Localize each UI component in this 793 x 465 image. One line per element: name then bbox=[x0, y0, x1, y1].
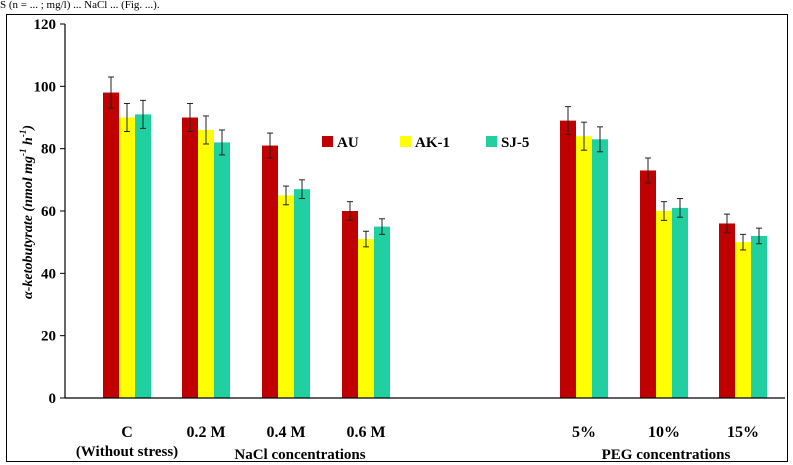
bar-sj-5-1 bbox=[214, 142, 230, 398]
bar-au-6 bbox=[719, 223, 735, 398]
legend-swatch-sj-5 bbox=[486, 136, 497, 147]
y-axis-label: α-ketobutyrate (nmol mg-1 h-1) bbox=[18, 125, 36, 299]
bar-sj-5-4 bbox=[592, 139, 608, 399]
x-tick-label: C bbox=[121, 424, 133, 441]
bar-au-1 bbox=[182, 117, 198, 398]
y-axis-title-sup: -1 bbox=[18, 148, 28, 156]
bar-ak-1-5 bbox=[656, 211, 672, 398]
bar-au-5 bbox=[640, 170, 656, 398]
y-tick-label: 0 bbox=[49, 391, 57, 407]
chart-frame bbox=[6, 14, 788, 462]
bar-sj-5-3 bbox=[374, 226, 390, 398]
caption-fragment: S (n = ... ; mg/l) ... NaCl ... (Fig. ..… bbox=[0, 0, 160, 11]
y-axis-title-part: α-ketobutyrate (nmol mg bbox=[21, 156, 36, 299]
bar-sj-5-5 bbox=[672, 207, 688, 398]
bar-sj-5-0 bbox=[135, 114, 151, 398]
x-tick-label: 5% bbox=[572, 424, 596, 441]
y-tick-label: 120 bbox=[34, 17, 57, 33]
bar-ak-1-6 bbox=[735, 242, 751, 398]
bar-au-4 bbox=[560, 120, 576, 398]
group-label-nacl: NaCl concentrations bbox=[234, 447, 365, 463]
group-label-peg: PEG concentrations bbox=[602, 447, 731, 463]
bar-sj-5-6 bbox=[751, 235, 767, 398]
bar-sj-5-2 bbox=[294, 189, 310, 398]
legend-swatch-au bbox=[322, 136, 333, 147]
bar-ak-1-0 bbox=[119, 117, 135, 398]
y-axis-title-part: h bbox=[21, 137, 36, 149]
x-tick-label: 15% bbox=[727, 424, 759, 441]
x-tick-sublabel: (Without stress) bbox=[76, 444, 178, 460]
legend-label-au: AU bbox=[337, 135, 359, 151]
x-tick-label: 10% bbox=[648, 424, 680, 441]
y-tick-label: 100 bbox=[34, 79, 57, 95]
y-tick-label: 60 bbox=[41, 204, 56, 220]
y-tick-label: 80 bbox=[41, 142, 56, 158]
legend-swatch-ak-1 bbox=[400, 136, 411, 147]
bar-au-2 bbox=[262, 145, 278, 398]
bar-ak-1-2 bbox=[278, 195, 294, 398]
y-axis-title-sup: -1 bbox=[18, 130, 28, 138]
y-axis-title: α-ketobutyrate (nmol mg-1 h-1) bbox=[18, 125, 36, 299]
y-tick-label: 20 bbox=[41, 329, 56, 345]
legend: AU AK-1 SJ-5 bbox=[322, 135, 529, 151]
x-tick-label: 0.2 M bbox=[186, 424, 225, 441]
bar-au-3 bbox=[342, 211, 358, 398]
y-axis-title-part: ) bbox=[21, 125, 36, 132]
legend-label-ak-1: AK-1 bbox=[415, 135, 450, 151]
x-tick-label: 0.4 M bbox=[266, 424, 305, 441]
bar-ak-1-4 bbox=[576, 136, 592, 398]
bar-ak-1-3 bbox=[358, 239, 374, 398]
x-tick-label: 0.6 M bbox=[346, 424, 385, 441]
y-tick-label: 40 bbox=[41, 266, 56, 282]
legend-label-sj-5: SJ-5 bbox=[501, 135, 529, 151]
bar-au-0 bbox=[103, 92, 119, 399]
bar-ak-1-1 bbox=[198, 129, 214, 398]
